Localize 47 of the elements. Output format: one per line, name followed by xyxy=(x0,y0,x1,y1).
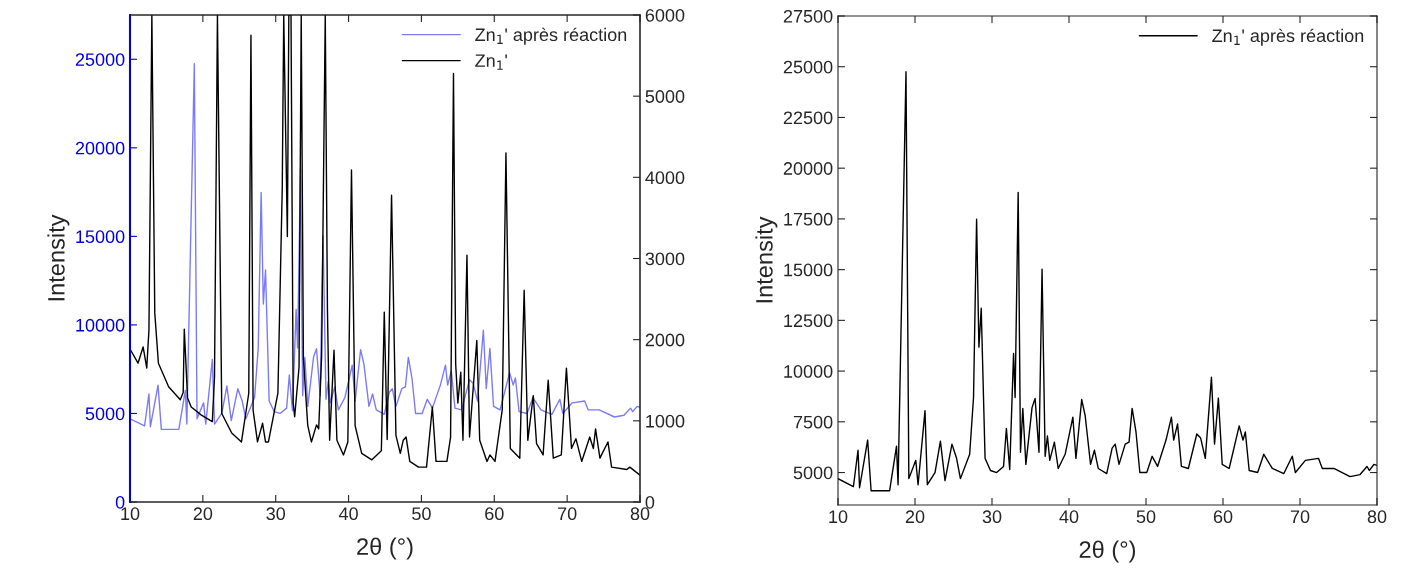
y-tick-label: 0 xyxy=(115,495,125,509)
y-tick-label: 7500 xyxy=(793,415,833,429)
x-tick-label: 10 xyxy=(829,510,848,524)
y-tick-label: 5000 xyxy=(85,407,125,421)
x-tick-label: 20 xyxy=(193,507,213,521)
y-tick-label: 10000 xyxy=(76,318,125,332)
y2-tick-label: 0 xyxy=(645,495,655,509)
x-axis-title: 2θ (°) xyxy=(357,537,413,560)
x-tick-label: 80 xyxy=(1367,510,1387,524)
x-tick-label: 40 xyxy=(338,507,358,521)
x-tick-label: 10 xyxy=(121,507,140,521)
y-tick-label: 27500 xyxy=(783,9,833,23)
x-tick-label: 60 xyxy=(1213,510,1233,524)
legend-label: Zn$_{1}$' xyxy=(475,54,507,70)
y2-tick-label: 2000 xyxy=(645,333,685,347)
line-series xyxy=(838,71,1377,492)
y-tick-label: 10000 xyxy=(784,365,833,378)
x-tick-label: 80 xyxy=(630,507,650,521)
legend-label: Zn$_{1}$' après réaction xyxy=(1212,28,1364,46)
y-tick-label: 25000 xyxy=(75,53,125,66)
y-tick-label: 5000 xyxy=(793,466,833,480)
x-axis-title: 2θ (°) xyxy=(1079,540,1136,563)
x-tick-label: 30 xyxy=(982,510,1002,524)
x-tick-label: 40 xyxy=(1059,510,1079,524)
y-tick-label: 17500 xyxy=(784,212,833,226)
y2-tick-label: 1000 xyxy=(646,414,685,428)
y-tick-label: 22500 xyxy=(783,111,833,125)
y-axis-title: Intensity xyxy=(47,214,70,301)
y2-tick-label: 6000 xyxy=(645,8,685,22)
x-tick-label: 60 xyxy=(485,507,504,521)
x-tick-label: 70 xyxy=(1290,510,1310,524)
y2-tick-label: 4000 xyxy=(645,171,685,185)
y2-tick-label: 3000 xyxy=(645,252,685,266)
x-tick-label: 70 xyxy=(558,507,577,521)
y-tick-label: 15000 xyxy=(76,230,125,244)
y-tick-label: 20000 xyxy=(75,141,125,155)
y-tick-label: 20000 xyxy=(783,162,833,175)
legend-label: Zn$_{1}$' après réaction xyxy=(475,27,627,45)
y2-tick-label: 5000 xyxy=(645,90,685,103)
y-tick-label: 25000 xyxy=(783,60,833,74)
y-tick-label: 15000 xyxy=(784,263,833,277)
x-tick-label: 30 xyxy=(266,507,286,521)
x-tick-label: 20 xyxy=(905,510,925,524)
y-axis-title: Intensity xyxy=(755,216,778,303)
y-tick-label: 12500 xyxy=(784,314,833,328)
x-tick-label: 50 xyxy=(412,507,431,521)
x-tick-label: 50 xyxy=(1136,510,1156,524)
